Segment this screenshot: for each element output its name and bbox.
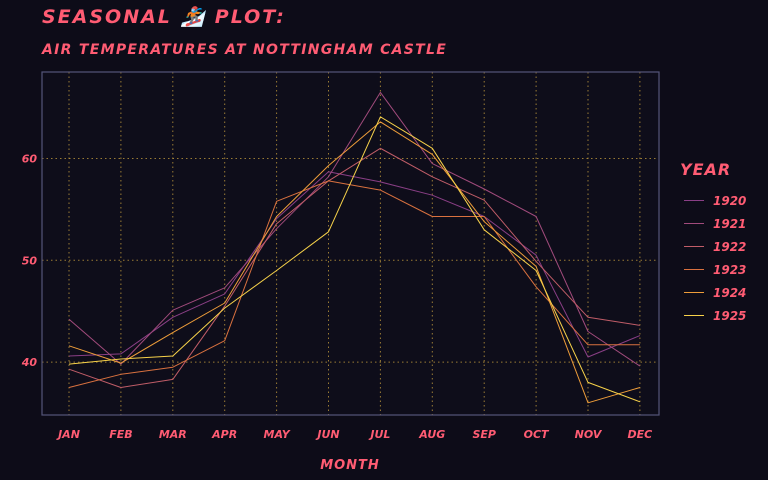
series-line-1921	[68, 91, 641, 367]
legend-swatch	[684, 223, 704, 224]
x-tick-label: AUG	[418, 428, 445, 441]
legend-item-1925: 1925	[680, 304, 766, 327]
series-line-1923	[68, 180, 640, 388]
x-tick-label: MAY	[264, 428, 291, 441]
legend-swatch	[684, 315, 704, 316]
legend-item-1921: 1921	[680, 212, 766, 235]
legend-label: 1923	[713, 262, 747, 277]
x-tick-label: OCT	[524, 428, 550, 441]
legend-label: 1925	[713, 308, 747, 323]
chart-title: SEASONAL 🏂 PLOT:	[42, 6, 286, 28]
x-tick-label: NOV	[575, 428, 603, 441]
series-lines	[68, 91, 641, 404]
y-tick-label: 60	[22, 153, 38, 166]
legend-item-1924: 1924	[680, 281, 766, 304]
legend-title: YEAR	[680, 160, 732, 179]
y-tick-label: 50	[22, 254, 38, 267]
x-axis-label: MONTH	[320, 458, 380, 473]
x-tick-label: MAR	[159, 428, 187, 441]
x-tick-label: JUN	[315, 428, 339, 441]
legend-item-1923: 1923	[680, 258, 766, 281]
legend-label: 1921	[713, 216, 747, 231]
legend: YEAR 1920 1921 1922 1923 1924 1925	[680, 160, 766, 327]
plot-border	[41, 71, 660, 416]
legend-swatch	[684, 269, 704, 270]
legend-label: 1924	[713, 285, 747, 300]
x-tick-label: APR	[211, 428, 237, 441]
legend-swatch	[684, 292, 704, 293]
legend-items: 1920 1921 1922 1923 1924 1925	[680, 189, 766, 327]
series-line-1925	[68, 116, 641, 403]
legend-swatch	[684, 246, 704, 247]
x-tick-label: DEC	[628, 428, 653, 441]
legend-label: 1922	[713, 239, 747, 254]
x-tick-label: FEB	[109, 428, 132, 441]
chart-subtitle: AIR TEMPERATURES AT NOTTINGHAM CASTLE	[42, 42, 448, 58]
legend-item-1920: 1920	[680, 189, 766, 212]
legend-swatch	[684, 200, 704, 201]
x-tick-labels: JAN FEB MAR APR MAY JUN JUL AUG SEP OCT NOV DEC	[56, 428, 652, 441]
series-line-1922	[68, 147, 640, 388]
series-line-1920	[68, 171, 641, 358]
legend-label: 1920	[713, 193, 747, 208]
y-tick-labels: 40 50 60	[21, 153, 38, 370]
x-tick-label: SEP	[472, 428, 496, 441]
x-tick-label: JUL	[368, 428, 390, 441]
plot-background	[42, 72, 659, 415]
y-tick-label: 40	[21, 356, 38, 369]
x-tick-label: JAN	[56, 428, 80, 441]
legend-item-1922: 1922	[680, 235, 766, 258]
